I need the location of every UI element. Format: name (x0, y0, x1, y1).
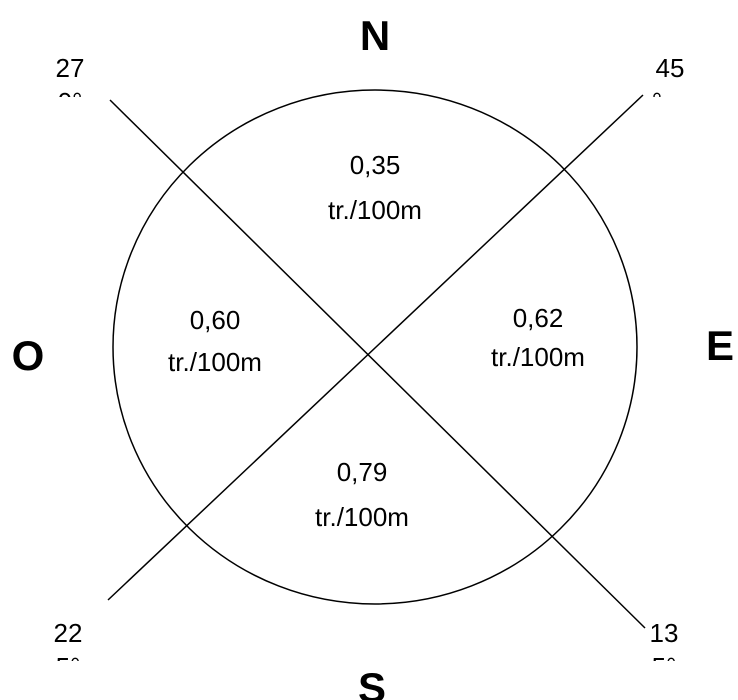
circle (112, 89, 638, 605)
direction-north: N (360, 12, 390, 59)
corner-label: 22 (54, 618, 83, 648)
sector-value: 0,79 (337, 457, 388, 487)
sector-value: 0,62 (513, 303, 564, 333)
corner-label-clipped: 5° (56, 652, 81, 682)
sector-unit: tr./100m (168, 347, 262, 377)
diagonal-line (107, 94, 644, 601)
corner-label-clipped: 0° (58, 87, 83, 117)
corner-label-clipped: 5° (652, 652, 677, 682)
corner-label: 45 (656, 53, 685, 83)
sector-value: 0,60 (190, 305, 241, 335)
direction-east: E (706, 322, 734, 369)
sector-unit: tr./100m (491, 342, 585, 372)
sector-unit: tr./100m (328, 195, 422, 225)
corner-label: 27 (56, 53, 85, 83)
diagonal-line (109, 99, 646, 629)
direction-west: O (12, 332, 45, 379)
sector-value: 0,35 (350, 150, 401, 180)
sector-unit: tr./100m (315, 502, 409, 532)
direction-south: S (358, 664, 386, 700)
corner-label: 13 (650, 618, 679, 648)
corner-label-clipped: ° (652, 87, 662, 117)
